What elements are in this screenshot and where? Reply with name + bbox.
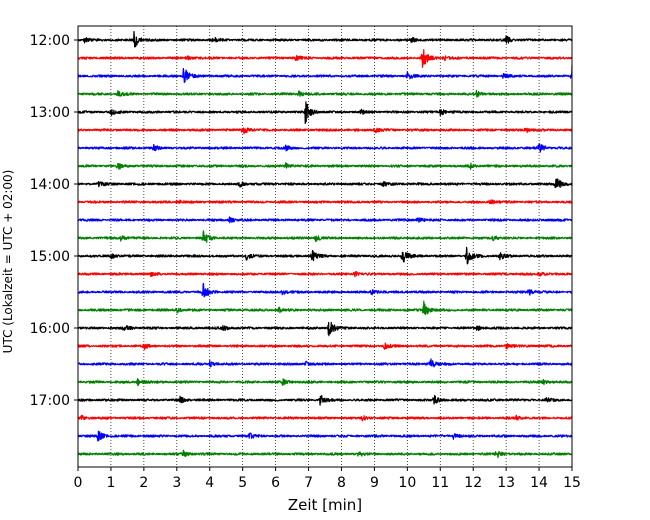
x-tick-label: 14	[530, 475, 548, 491]
seismic-trace	[77, 230, 573, 243]
seismic-trace	[77, 178, 573, 189]
x-tick-label: 11	[431, 475, 449, 491]
seismic-trace	[77, 300, 573, 316]
y-tick-label: 12:00	[30, 33, 70, 49]
x-tick-label: 6	[271, 475, 280, 491]
seismic-trace	[77, 89, 573, 98]
x-tick-label: 7	[304, 475, 313, 491]
seismic-trace	[77, 430, 573, 442]
seismic-trace	[77, 342, 573, 350]
y-tick-label: 16:00	[30, 321, 70, 337]
y-tick-label: 17:00	[30, 393, 70, 409]
x-axis-label: Zeit [min]	[288, 496, 362, 514]
x-tick-label: 15	[563, 475, 581, 491]
x-tick-label: 1	[106, 475, 115, 491]
seismic-trace	[77, 321, 573, 337]
seismic-trace	[77, 101, 573, 124]
seismic-traces	[77, 30, 573, 458]
x-tick-label: 8	[337, 475, 346, 491]
seismic-trace	[77, 127, 573, 135]
x-tick-label: 4	[205, 475, 214, 491]
x-tick-label: 10	[398, 475, 416, 491]
seismic-trace	[77, 162, 573, 170]
x-axis-ticks: 0 1 2 3 4 5 6 7 8 9 10 11 12 13 14 15	[74, 467, 581, 491]
x-tick-label: 3	[172, 475, 181, 491]
x-tick-label: 12	[464, 475, 482, 491]
x-tick-label: 2	[139, 475, 148, 491]
seismic-trace	[77, 270, 573, 278]
seismic-trace	[77, 216, 573, 224]
seismic-trace	[77, 246, 573, 265]
seismic-trace	[77, 30, 573, 48]
x-tick-label: 0	[74, 475, 83, 491]
x-tick-label: 9	[370, 475, 379, 491]
y-tick-label: 13:00	[30, 105, 70, 121]
y-axis-ticks: 12:00 13:00 14:00 15:00 16:00 17:00	[30, 33, 78, 409]
seismic-trace	[77, 48, 573, 68]
x-tick-label: 13	[497, 475, 515, 491]
seismic-trace	[77, 143, 573, 153]
seismic-trace	[77, 65, 573, 84]
seismic-trace	[77, 414, 573, 422]
seismic-trace	[77, 394, 573, 406]
x-tick-label: 5	[238, 475, 247, 491]
y-axis-label: UTC (Lokalzeit = UTC + 02:00)	[1, 170, 15, 354]
seismic-trace	[77, 449, 573, 458]
seismic-trace	[77, 282, 573, 298]
seismic-trace	[77, 199, 573, 205]
y-tick-label: 14:00	[30, 177, 70, 193]
seismic-trace	[77, 378, 573, 387]
y-tick-label: 15:00	[30, 249, 70, 265]
seismic-trace	[77, 358, 573, 368]
plot-frame	[77, 25, 573, 468]
